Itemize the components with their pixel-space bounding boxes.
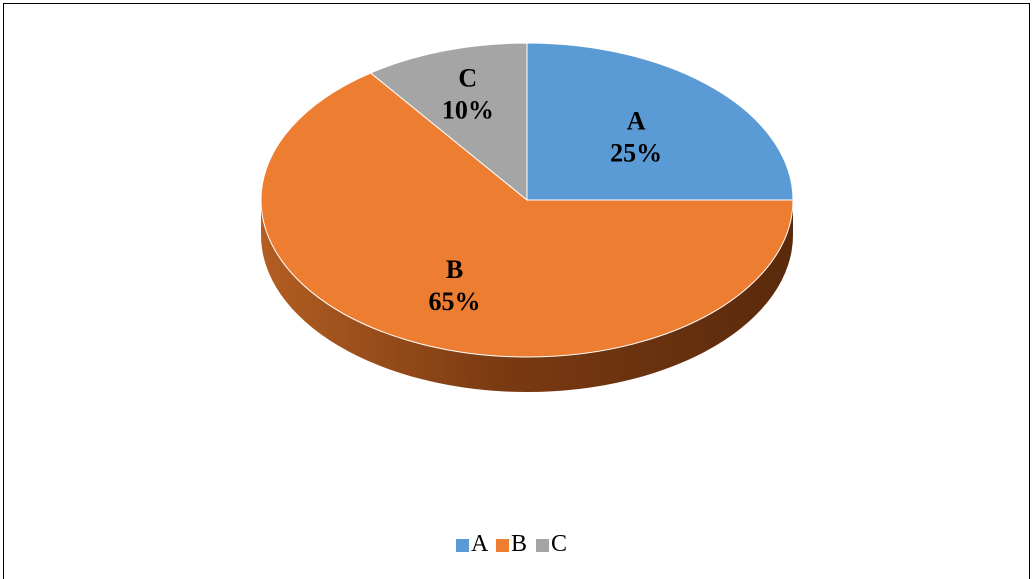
slice-label-b-category: B bbox=[446, 255, 463, 284]
legend-label-c: C bbox=[551, 531, 567, 557]
slice-label-a-category: A bbox=[627, 107, 646, 136]
pie-slice-a bbox=[526, 42, 794, 201]
slice-label-c-category: C bbox=[458, 63, 477, 92]
pie-slice-b bbox=[260, 72, 794, 358]
pie-side-b bbox=[261, 200, 793, 392]
legend-swatch-a bbox=[456, 539, 469, 552]
slice-label-b-value: 65% bbox=[429, 287, 481, 316]
legend-label-a: A bbox=[471, 531, 489, 557]
slice-label-c-value: 10% bbox=[442, 95, 494, 124]
legend-swatch-c bbox=[536, 539, 549, 552]
pie-slice-c bbox=[369, 42, 528, 202]
slice-label-a-value: 25% bbox=[610, 139, 662, 168]
legend-label-b: B bbox=[511, 531, 527, 557]
legend-swatch-b bbox=[496, 539, 509, 552]
